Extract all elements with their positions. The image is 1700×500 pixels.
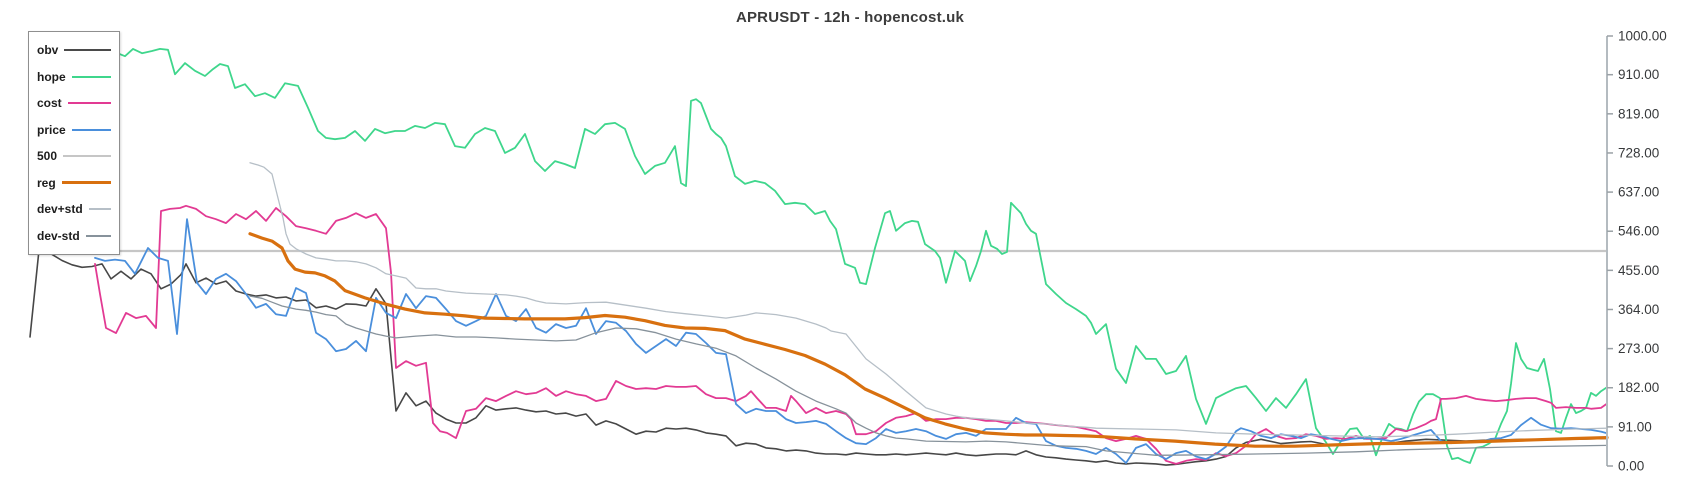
series-line-cost (94, 204, 1608, 465)
legend-item-label: dev-std (37, 228, 80, 243)
legend-item-label: price (37, 122, 66, 137)
y-axis-tick-label: 1000.00 (1618, 29, 1667, 44)
legend-item-cost[interactable]: cost (37, 90, 111, 117)
series-line-obv (29, 239, 1608, 466)
legend-swatch-line (71, 75, 111, 78)
legend-item-500[interactable]: 500 (37, 143, 111, 170)
legend-item-dev-std[interactable]: dev+std (37, 196, 111, 223)
legend-swatch-line (88, 208, 111, 211)
legend-swatch-line (85, 234, 111, 237)
legend-item-label: dev+std (37, 202, 83, 217)
legend-item-reg[interactable]: reg (37, 170, 111, 197)
y-axis-tick-label: 182.00 (1618, 380, 1659, 395)
legend-swatch-line (61, 181, 111, 185)
y-axis: 1000.00 910.00 819.00 728.00 637.00 546.00 455… (1606, 29, 1667, 474)
legend-item-price[interactable]: price (37, 117, 111, 144)
legend-swatch-line (64, 49, 111, 52)
legend-item-label: cost (37, 96, 62, 111)
legend-item-dev-std[interactable]: dev-std (37, 223, 111, 250)
series-line-dev-std (249, 295, 1608, 456)
y-axis-tick-label: 728.00 (1618, 145, 1659, 160)
legend-item-label: reg (37, 175, 56, 190)
series-line-reg (248, 232, 1609, 448)
legend-item-label: hope (37, 69, 66, 84)
series-line-dev-std (249, 162, 1608, 438)
y-axis-tick-label: 0.00 (1618, 459, 1644, 474)
legend-item-label: 500 (37, 149, 58, 164)
chart-legend: obv hope cost price 500 reg dev+std dev-std (28, 31, 120, 255)
series-layer (28, 48, 1609, 466)
y-axis-tick-label: 546.00 (1618, 224, 1659, 239)
page-title: APRUSDT - 12h - hopencost.uk (735, 9, 965, 26)
legend-item-label: obv (37, 43, 59, 58)
legend-swatch-line (71, 128, 111, 131)
legend-item-hope[interactable]: hope (37, 64, 111, 91)
y-axis-tick-label: 273.00 (1618, 341, 1659, 356)
y-axis-tick-label: 819.00 (1618, 106, 1659, 121)
legend-item-obv[interactable]: obv (37, 37, 111, 64)
y-axis-tick-label: 364.00 (1618, 302, 1659, 317)
series-line-price (94, 218, 1608, 464)
y-axis-tick-label: 91.00 (1618, 419, 1652, 434)
legend-swatch-line (67, 102, 111, 105)
y-axis-tick-label: 910.00 (1618, 67, 1659, 82)
y-axis-tick-label: 455.00 (1618, 263, 1659, 278)
series-line-hope (29, 48, 1608, 464)
legend-swatch-line (63, 155, 111, 158)
y-axis-tick-label: 637.00 (1618, 185, 1659, 200)
